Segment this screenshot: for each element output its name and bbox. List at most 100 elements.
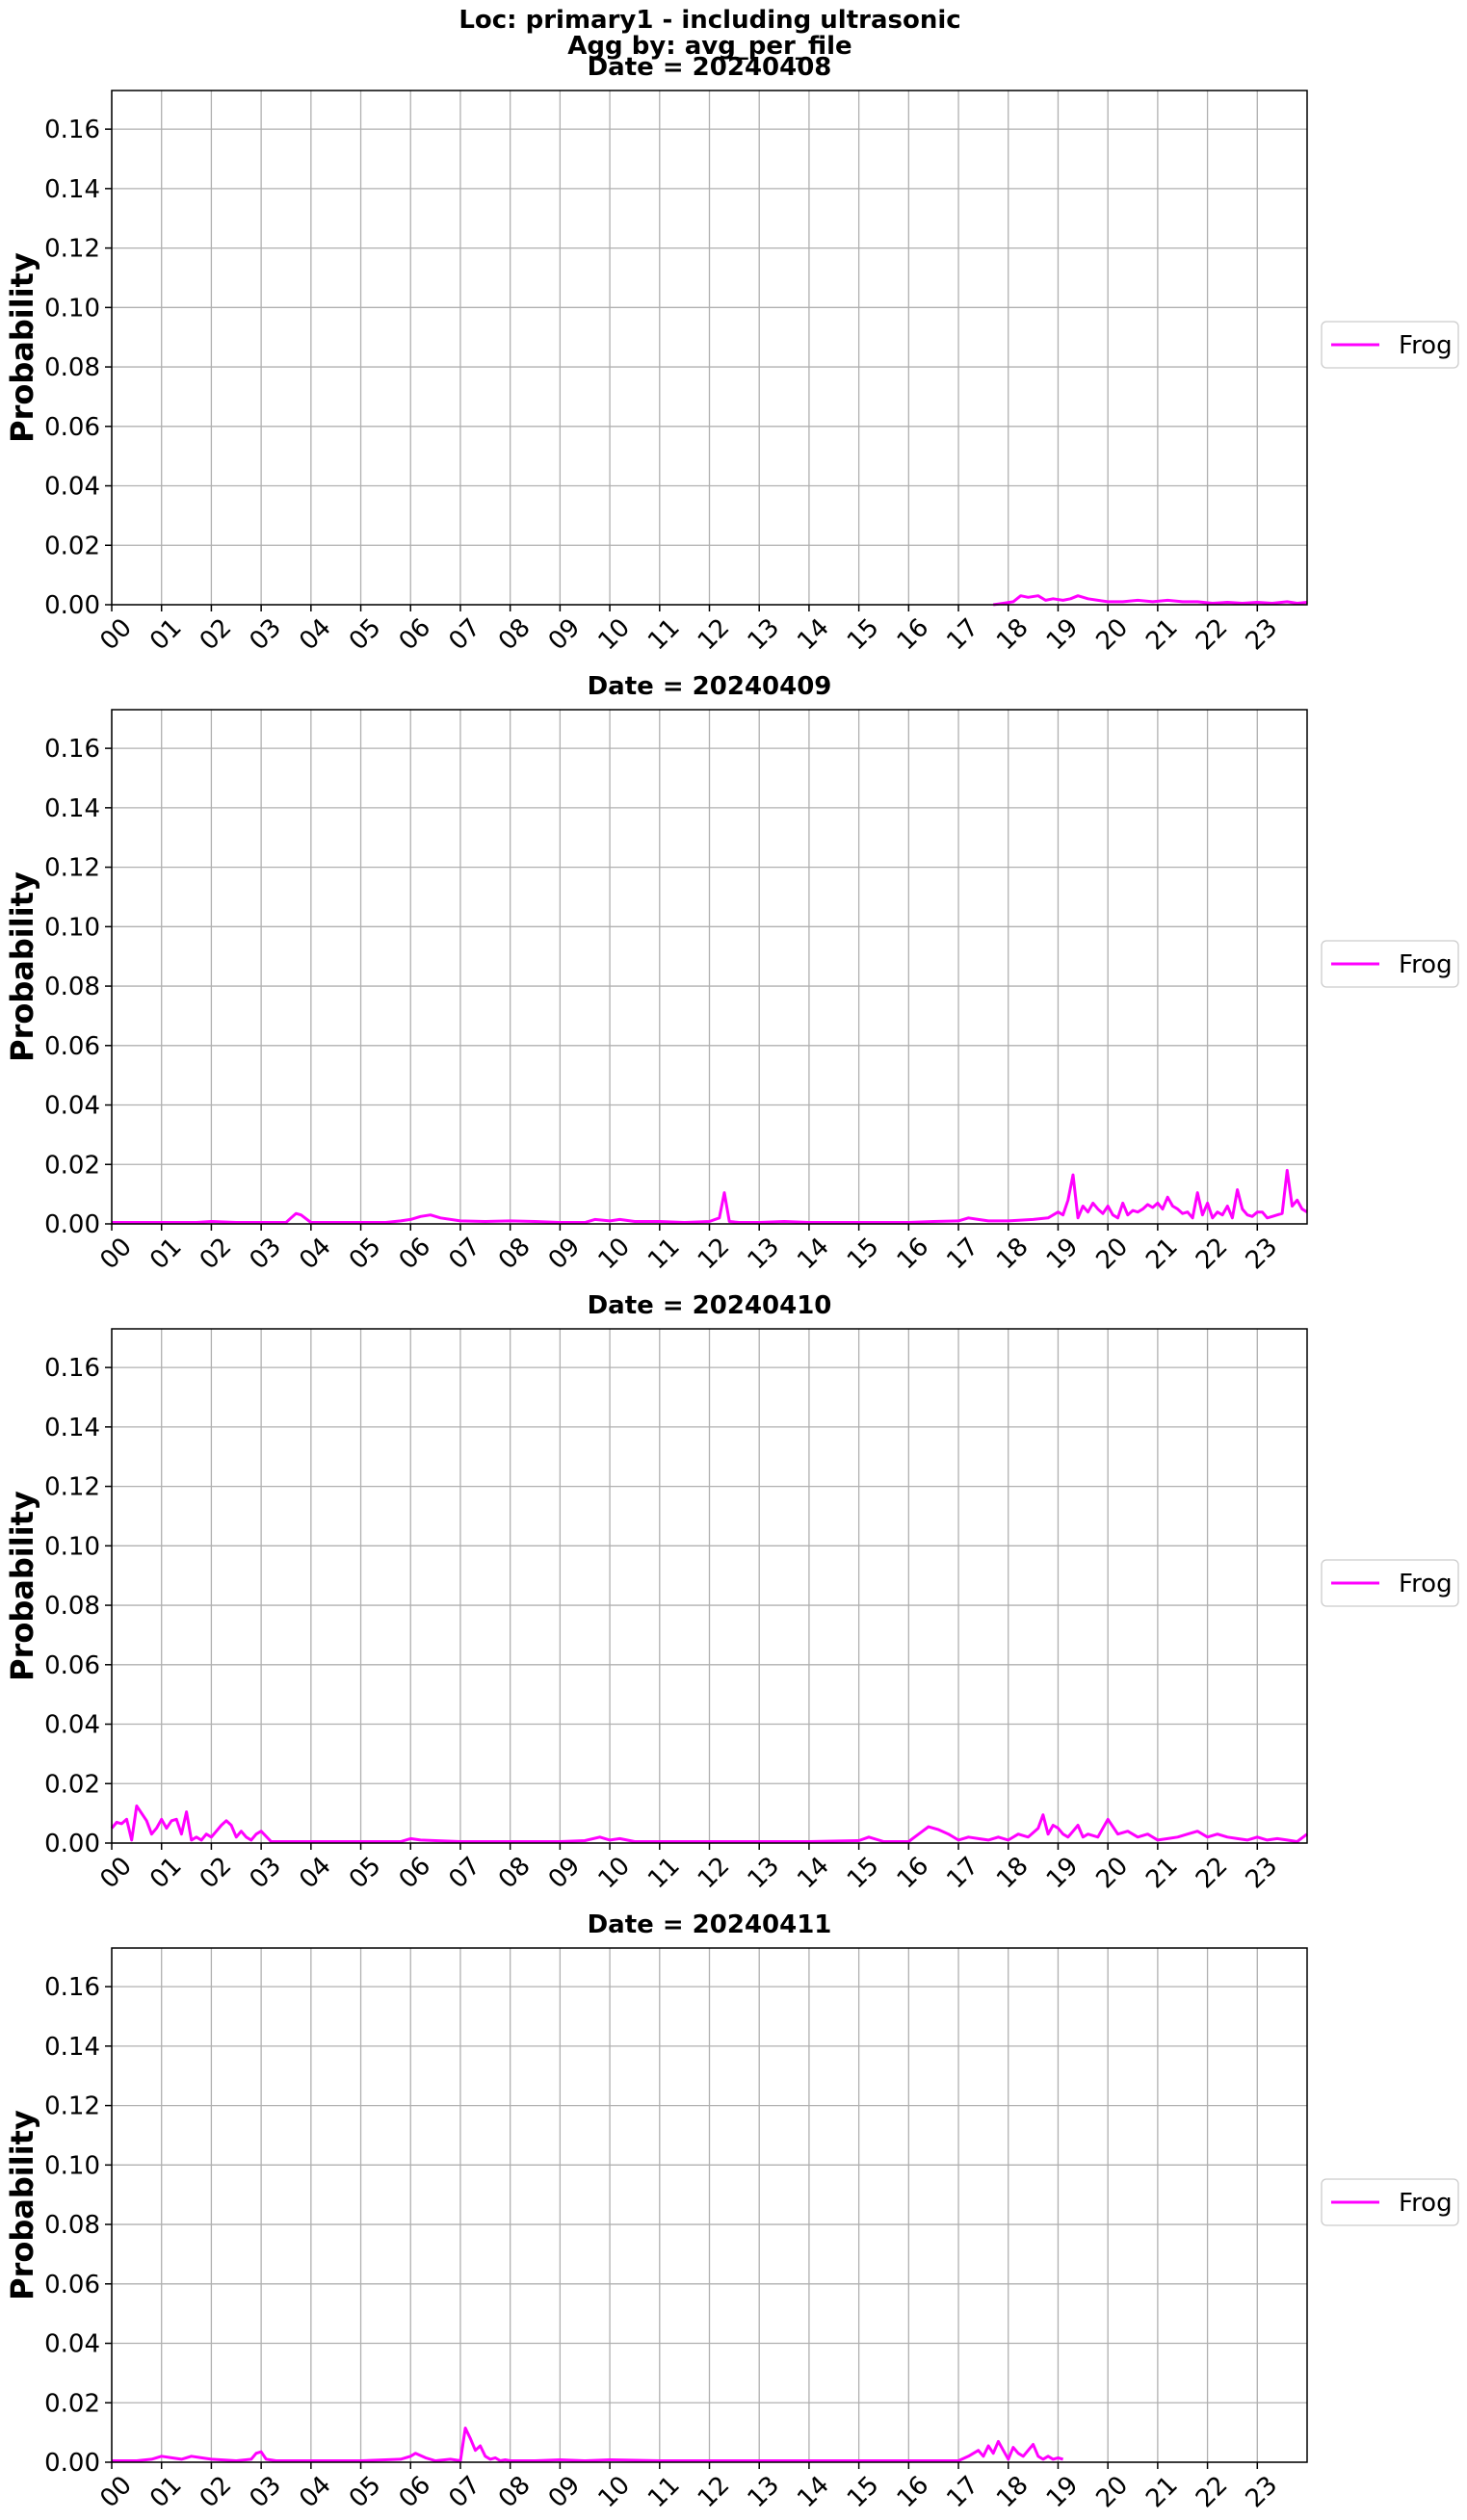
y-tick-label: 0.00 xyxy=(44,2449,100,2478)
y-tick-label: 0.00 xyxy=(44,1210,100,1239)
x-tick-label: 23 xyxy=(1241,1233,1284,1276)
y-tick-label: 0.00 xyxy=(44,591,100,620)
x-tick-label: 12 xyxy=(693,613,736,657)
x-tick-label: 03 xyxy=(244,1233,287,1276)
y-tick-label: 0.02 xyxy=(44,532,100,560)
y-tick-label: 0.04 xyxy=(44,1092,100,1121)
x-tick-label: 00 xyxy=(94,2471,138,2514)
x-tick-label: 16 xyxy=(892,2471,935,2514)
x-tick-label: 11 xyxy=(642,613,686,657)
legend-box xyxy=(1321,321,1459,369)
x-tick-label: 08 xyxy=(493,613,537,657)
y-axis-ticks: 0.00 0.02 0.04 0.06 0.08 0.10 0.12 0.14 0.16 xyxy=(44,735,112,1239)
subplot-title: Date = 20240410 xyxy=(588,1291,832,1320)
x-tick-label: 14 xyxy=(792,1852,835,1895)
subplots: Date = 20240408 0.00 0.02 0.04 0.06 0.08 0.10 0… xyxy=(4,53,1459,2514)
legend-box xyxy=(1321,1559,1459,1607)
subplot-title: Date = 20240411 xyxy=(588,1910,832,1939)
y-tick-label: 0.14 xyxy=(44,2033,100,2062)
x-tick-label: 18 xyxy=(991,1852,1035,1895)
x-tick-label: 12 xyxy=(693,1233,736,1276)
figure-title-line-2: Agg by: avg_per_file xyxy=(567,32,851,61)
x-tick-label: 18 xyxy=(991,2471,1035,2514)
x-tick-label: 01 xyxy=(144,2471,188,2514)
x-tick-label: 21 xyxy=(1140,1852,1184,1895)
x-tick-label: 05 xyxy=(344,1852,387,1895)
y-tick-label: 0.06 xyxy=(44,413,100,442)
legend-label: Frog xyxy=(1399,950,1453,979)
subplot-2: Date = 202404090.000.020.040.060.080.100… xyxy=(4,672,1459,1276)
x-tick-label: 20 xyxy=(1091,1852,1135,1895)
x-tick-label: 11 xyxy=(642,2471,686,2514)
x-tick-label: 22 xyxy=(1191,613,1234,657)
x-tick-label: 07 xyxy=(443,2471,486,2514)
legend-label: Frog xyxy=(1399,1570,1453,1598)
legend: Frog xyxy=(1321,1559,1459,1607)
x-tick-label: 05 xyxy=(344,2471,387,2514)
x-tick-label: 10 xyxy=(592,1233,636,1276)
x-tick-label: 01 xyxy=(144,613,188,657)
y-tick-label: 0.02 xyxy=(44,1151,100,1180)
legend-box xyxy=(1321,940,1459,988)
x-tick-label: 23 xyxy=(1241,1852,1284,1895)
x-tick-label: 17 xyxy=(941,1852,984,1895)
grid xyxy=(111,1948,1307,2463)
x-tick-label: 09 xyxy=(543,1233,587,1276)
x-tick-label: 09 xyxy=(543,2471,587,2514)
x-tick-label: 21 xyxy=(1140,2471,1184,2514)
x-tick-label: 19 xyxy=(1041,1852,1085,1895)
x-tick-label: 01 xyxy=(144,1852,188,1895)
x-tick-label: 14 xyxy=(792,1233,835,1276)
x-tick-label: 04 xyxy=(294,1233,337,1276)
x-tick-label: 05 xyxy=(344,1233,387,1276)
x-tick-label: 18 xyxy=(991,1233,1035,1276)
grid xyxy=(111,710,1307,1225)
x-tick-label: 15 xyxy=(842,2471,885,2514)
legend-label: Frog xyxy=(1399,2189,1453,2218)
x-tick-label: 03 xyxy=(244,1852,287,1895)
x-tick-label: 07 xyxy=(443,613,486,657)
x-tick-label: 19 xyxy=(1041,1233,1085,1276)
figure-title: Loc: primary1 - including ultrasonic Agg… xyxy=(458,6,960,61)
subplot-title: Date = 20240408 xyxy=(588,53,832,82)
x-tick-label: 06 xyxy=(394,613,437,657)
series-line-frog xyxy=(992,594,1308,607)
x-tick-label: 22 xyxy=(1191,1852,1234,1895)
x-tick-label: 04 xyxy=(294,613,337,657)
x-tick-label: 15 xyxy=(842,1233,885,1276)
y-tick-label: 0.12 xyxy=(44,1473,100,1502)
x-tick-label: 00 xyxy=(94,613,138,657)
x-tick-label: 13 xyxy=(743,2471,786,2514)
x-tick-label: 00 xyxy=(94,1233,138,1276)
y-tick-label: 0.14 xyxy=(44,794,100,823)
y-tick-label: 0.12 xyxy=(44,235,100,264)
x-tick-label: 14 xyxy=(792,2471,835,2514)
y-tick-label: 0.06 xyxy=(44,1651,100,1680)
y-tick-label: 0.06 xyxy=(44,1032,100,1061)
subplot-title: Date = 20240409 xyxy=(588,672,832,701)
x-tick-label: 23 xyxy=(1241,2471,1284,2514)
y-tick-label: 0.14 xyxy=(44,1414,100,1442)
x-tick-label: 08 xyxy=(493,1233,537,1276)
x-tick-label: 18 xyxy=(991,613,1035,657)
figure-title-line-1: Loc: primary1 - including ultrasonic xyxy=(458,6,960,35)
y-axis-label: Probability xyxy=(4,1491,40,1681)
x-tick-label: 12 xyxy=(693,1852,736,1895)
x-tick-label: 14 xyxy=(792,613,835,657)
x-tick-label: 19 xyxy=(1041,613,1085,657)
y-axis-label: Probability xyxy=(4,2110,40,2300)
x-tick-label: 03 xyxy=(244,613,287,657)
y-tick-label: 0.16 xyxy=(44,116,100,144)
x-tick-label: 04 xyxy=(294,2471,337,2514)
legend: Frog xyxy=(1321,2178,1459,2226)
y-tick-label: 0.10 xyxy=(44,294,100,323)
y-tick-label: 0.16 xyxy=(44,1354,100,1383)
x-tick-label: 04 xyxy=(294,1852,337,1895)
x-tick-label: 23 xyxy=(1241,613,1284,657)
y-axis-ticks: 0.00 0.02 0.04 0.06 0.08 0.10 0.12 0.14 0.16 xyxy=(44,116,112,620)
x-tick-label: 20 xyxy=(1091,1233,1135,1276)
x-tick-label: 03 xyxy=(244,2471,287,2514)
y-tick-label: 0.08 xyxy=(44,1592,100,1621)
y-tick-label: 0.04 xyxy=(44,2330,100,2359)
y-tick-label: 0.02 xyxy=(44,1770,100,1799)
